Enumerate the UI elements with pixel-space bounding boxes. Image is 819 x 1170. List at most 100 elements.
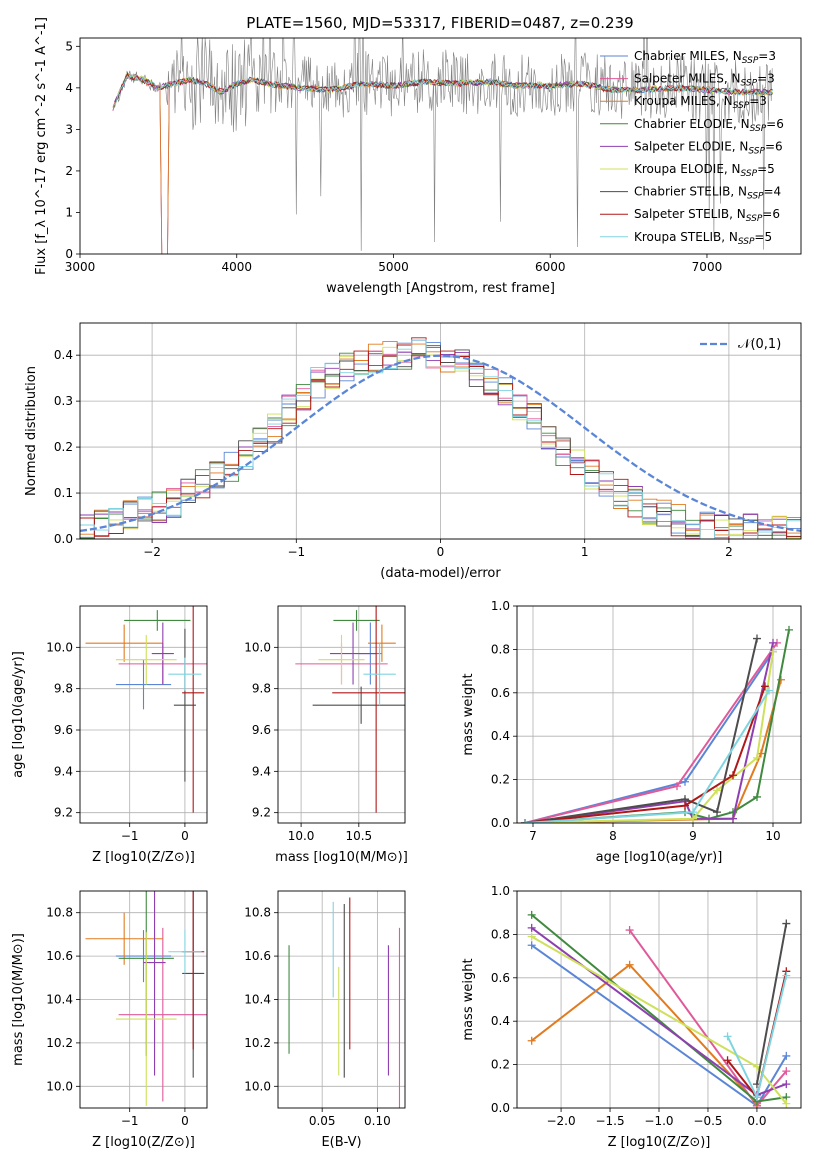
- y-tick-label: 2: [65, 164, 73, 178]
- axes-frame: [516, 890, 802, 1109]
- weight-marker: [785, 625, 793, 634]
- y-tick-label: 1.0: [491, 599, 510, 613]
- y-tick-label: 10.8: [46, 906, 73, 920]
- plot-area: [80, 337, 801, 539]
- legend-entry: Chabrier ELODIE, NSSP=6: [634, 117, 784, 134]
- y-tick-label: 0.2: [54, 440, 73, 454]
- weight-line: [524, 638, 758, 823]
- x-axis-label: (data-model)/error: [380, 566, 501, 581]
- y-tick-label: 9.2: [54, 806, 73, 820]
- y-tick-label: 10.6: [244, 949, 271, 963]
- plot-area: [521, 625, 793, 823]
- x-axis-label: wavelength [Angstrom, rest frame]: [326, 281, 555, 296]
- weight-marker: [782, 971, 791, 980]
- legend-entry: 𝒩(0,1): [738, 337, 781, 352]
- weight-marker: [625, 960, 634, 969]
- axes-frame: [277, 890, 406, 1109]
- panel-age-vs-Z: −1 0 9.2 9.4 9.6 9.8 10.0 Z [log10(Z/Z⊙)] age [l…: [11, 605, 208, 865]
- y-tick-label: 9.6: [54, 723, 73, 737]
- x-tick-label: 0: [437, 545, 445, 559]
- panel-residuals: −2 −1 0 1 2 0.0 0.1 0.2 0.3 0.4 (data-model)/error…: [24, 322, 802, 581]
- weight-marker: [527, 932, 536, 941]
- spectrum-data-line: [112, 38, 773, 251]
- y-tick-label: 0.0: [491, 816, 510, 830]
- x-axis-label: age [log10(age/yr)]: [596, 850, 723, 865]
- plot-area: [85, 891, 207, 1106]
- y-axis-label: mass weight: [461, 673, 476, 755]
- y-tick-label: 10.0: [46, 1079, 73, 1093]
- x-tick-label: 10: [765, 829, 780, 843]
- x-tick-label: 2: [725, 545, 733, 559]
- x-axis-label: mass [log10(M/M⊙)]: [275, 850, 408, 865]
- y-tick-label: 0.1: [54, 486, 73, 500]
- x-tick-label: 6000: [535, 260, 566, 274]
- weight-marker: [689, 808, 697, 817]
- x-tick-label: 0.05: [309, 1114, 336, 1128]
- y-axis-label: mass [log10(M/M⊙)]: [11, 933, 26, 1066]
- y-tick-label: 0.2: [491, 1058, 510, 1072]
- panel-weight-vs-Z: −2.0 −1.5 −1.0 −0.5 0.0 0.0 0.2 0.4 0.6 0.8 1.0 Z […: [461, 884, 802, 1150]
- weight-marker: [527, 941, 536, 950]
- y-tick-label: 10.4: [244, 993, 271, 1007]
- axes-frame: [79, 37, 802, 255]
- y-axis-label: Normed distribution: [24, 366, 39, 496]
- x-tick-label: 10.0: [288, 829, 315, 843]
- spectrum-legend: Chabrier MILES, NSSP=3 Salpeter MILES, NS…: [600, 49, 784, 247]
- x-tick-label: 7: [529, 829, 537, 843]
- y-tick-label: 0: [65, 247, 73, 261]
- x-axis-label: Z [log10(Z/Z⊙)]: [608, 1135, 711, 1150]
- weight-marker: [782, 1051, 791, 1060]
- axes-frame: [79, 890, 208, 1109]
- figure-title: PLATE=1560, MJD=53317, FIBERID=0487, z=0…: [246, 14, 633, 32]
- y-tick-label: 3: [65, 122, 73, 136]
- axes-frame: [277, 605, 406, 824]
- weight-marker: [527, 1036, 536, 1045]
- y-tick-label: 0.4: [54, 348, 73, 362]
- axes-frame: [516, 605, 802, 824]
- plot-area: [112, 38, 774, 254]
- weight-marker: [729, 771, 737, 780]
- weight-marker: [527, 910, 536, 919]
- y-tick-label: 9.2: [252, 806, 271, 820]
- y-tick-label: 0.4: [491, 729, 510, 743]
- y-tick-label: 0.6: [491, 686, 510, 700]
- y-tick-label: 9.8: [54, 682, 73, 696]
- weight-marker: [769, 638, 777, 647]
- gaussian-curve: [80, 354, 801, 533]
- weight-marker: [761, 682, 769, 691]
- weight-marker: [723, 1032, 732, 1041]
- y-tick-label: 1: [65, 205, 73, 219]
- plot-area: [295, 606, 405, 813]
- weight-marker: [777, 675, 785, 684]
- weight-marker: [782, 1080, 791, 1089]
- x-tick-label: 9: [689, 829, 697, 843]
- x-tick-label: −1: [121, 829, 139, 843]
- y-axis-label: age [log10(age/yr)]: [11, 651, 26, 778]
- x-tick-label: −1: [121, 1114, 139, 1128]
- legend-entry: Chabrier MILES, NSSP=3: [634, 49, 776, 66]
- x-tick-label: 10.5: [345, 829, 372, 843]
- x-tick-label: 0: [181, 1114, 189, 1128]
- x-tick-label: −0.5: [693, 1114, 722, 1128]
- x-axis-label: Z [log10(Z/Z⊙)]: [92, 850, 195, 865]
- histogram-step-line: [80, 339, 801, 539]
- legend-entry: Chabrier STELIB, NSSP=4: [634, 185, 781, 202]
- panel-spectrum: 3000 4000 5000 6000 7000 0 1 2 3 4 5 wavelength [An…: [34, 17, 802, 296]
- weight-line: [524, 629, 790, 823]
- y-tick-label: 0.4: [491, 1014, 510, 1028]
- weight-marker: [782, 1067, 791, 1076]
- y-tick-label: 10.0: [46, 640, 73, 654]
- x-tick-label: −1.5: [595, 1114, 624, 1128]
- y-tick-label: 10.4: [46, 993, 73, 1007]
- y-tick-label: 10.0: [244, 640, 271, 654]
- weight-marker: [782, 919, 791, 928]
- weight-marker: [753, 792, 761, 801]
- y-axis-label: Flux [f_λ 10^-17 erg cm^-2 s^-1 A^-1]: [34, 17, 49, 275]
- panel-weight-vs-age: 7 8 9 10 0.0 0.2 0.4 0.6 0.8 1.0 age [log10(age/yr…: [461, 599, 802, 865]
- y-tick-label: 10.8: [244, 906, 271, 920]
- weight-marker: [521, 819, 529, 823]
- x-tick-label: −1: [287, 545, 305, 559]
- axes-frame: [79, 322, 802, 540]
- weight-marker: [713, 808, 721, 817]
